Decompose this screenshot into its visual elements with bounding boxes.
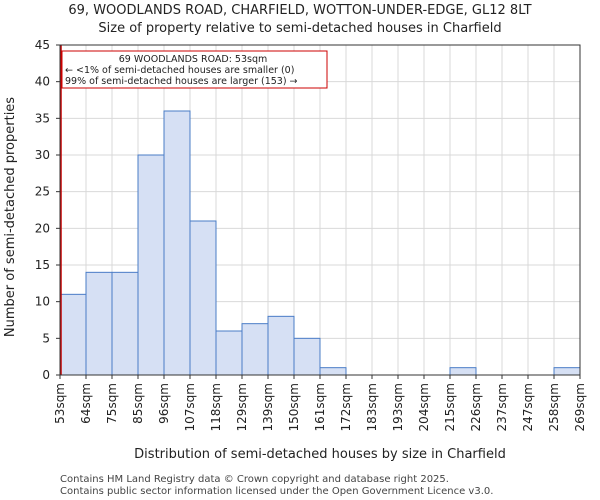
y-tick-label: 20: [35, 221, 50, 235]
histogram-bar: [241, 323, 269, 376]
histogram-bar: [215, 330, 243, 376]
y-tick-label: 15: [35, 258, 50, 272]
x-tick-labels: 53sqm 64sqm 75sqm 85sqm 96sqm 107sqm 118sqm 129…: [53, 375, 587, 431]
y-tick-labels: 0 5 10 15 20 25 30 35 40 45: [35, 38, 60, 382]
histogram-bar: [137, 154, 165, 376]
x-tick-label: 269sqm: [573, 383, 587, 431]
x-tick-label: 193sqm: [391, 383, 405, 431]
annotation-line-2: ← <1% of semi-detached houses are smalle…: [65, 65, 294, 76]
histogram-bar: [267, 315, 295, 376]
y-tick-label: 10: [35, 295, 50, 309]
histogram-bar: [163, 110, 191, 376]
annotation-line-1: 69 WOODLANDS ROAD: 53sqm: [119, 54, 268, 65]
histogram-bar: [85, 271, 113, 376]
x-tick-label: 204sqm: [417, 383, 431, 431]
x-tick-label: 247sqm: [521, 383, 535, 431]
x-tick-label: 129sqm: [235, 383, 249, 431]
x-tick-label: 75sqm: [105, 383, 119, 424]
y-tick-label: 5: [42, 331, 50, 345]
histogram-bar: [553, 367, 581, 376]
y-tick-label: 25: [35, 185, 50, 199]
bars: [59, 110, 581, 376]
histogram-bar: [189, 220, 217, 376]
annotation-line-3: 99% of semi-detached houses are larger (…: [65, 76, 298, 87]
x-tick-label: 85sqm: [131, 383, 145, 424]
chart-subtitle: Size of property relative to semi-detach…: [98, 21, 501, 36]
y-tick-label: 0: [42, 368, 50, 382]
y-tick-label: 30: [35, 148, 50, 162]
x-tick-label: 237sqm: [495, 383, 509, 431]
x-tick-label: 53sqm: [53, 383, 67, 424]
footer-line-2: Contains public sector information licen…: [60, 486, 493, 497]
x-tick-label: 226sqm: [469, 383, 483, 431]
annotation-border: [61, 50, 328, 89]
x-tick-label: 150sqm: [287, 383, 301, 431]
x-tick-label: 183sqm: [365, 383, 379, 431]
annotation-box: 69 WOODLANDS ROAD: 53sqm ← <1% of semi-d…: [61, 50, 328, 89]
y-tick-label: 35: [35, 111, 50, 125]
x-tick-label: 96sqm: [157, 383, 171, 424]
x-tick-label: 161sqm: [313, 383, 327, 431]
y-tick-label: 45: [35, 38, 50, 52]
x-tick-label: 118sqm: [209, 383, 223, 431]
chart-title: 69, WOODLANDS ROAD, CHARFIELD, WOTTON-UN…: [68, 3, 531, 18]
x-tick-label: 107sqm: [183, 383, 197, 431]
histogram-bar: [449, 367, 477, 376]
y-tick-label: 40: [35, 75, 50, 89]
footer-line-1: Contains HM Land Registry data © Crown c…: [60, 474, 449, 485]
histogram-bar: [293, 337, 321, 376]
x-tick-label: 258sqm: [547, 383, 561, 431]
x-tick-label: 64sqm: [79, 383, 93, 424]
histogram-bar: [111, 271, 139, 376]
x-tick-label: 215sqm: [443, 383, 457, 431]
x-axis-label: Distribution of semi-detached houses by …: [134, 447, 506, 462]
x-tick-label: 172sqm: [339, 383, 353, 431]
y-axis-label: Number of semi-detached properties: [3, 97, 18, 337]
x-tick-label: 139sqm: [261, 383, 275, 431]
histogram-bar: [59, 293, 87, 376]
histogram-bar: [319, 367, 347, 376]
